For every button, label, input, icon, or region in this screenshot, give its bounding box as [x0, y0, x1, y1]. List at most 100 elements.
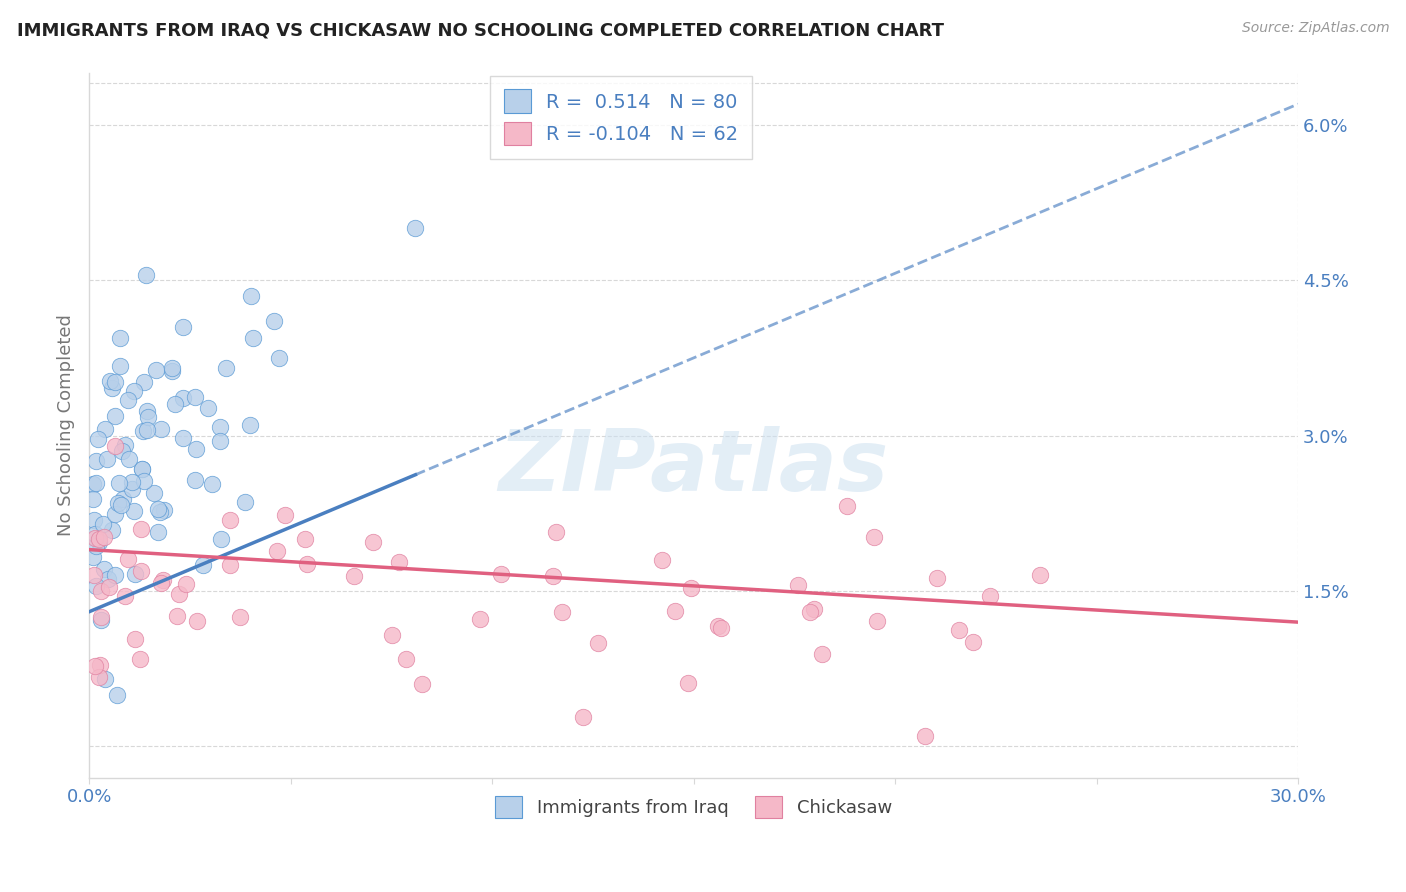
Point	[263, 313, 285, 327]
Point	[240, 289, 263, 303]
Point	[93, 422, 115, 436]
Point	[664, 604, 686, 618]
Point	[215, 360, 238, 375]
Point	[83, 568, 105, 582]
Point	[411, 677, 433, 691]
Point	[108, 331, 131, 345]
Point	[104, 409, 127, 424]
Point	[184, 442, 207, 457]
Point	[218, 558, 240, 572]
Point	[87, 432, 110, 446]
Text: ZIPatlas: ZIPatlas	[499, 426, 889, 509]
Point	[103, 507, 125, 521]
Point	[83, 513, 105, 527]
Point	[166, 609, 188, 624]
Point	[197, 401, 219, 416]
Point	[84, 527, 107, 541]
Point	[108, 359, 131, 374]
Point	[174, 576, 197, 591]
Point	[167, 587, 190, 601]
Point	[394, 651, 416, 665]
Point	[208, 420, 231, 434]
Point	[84, 659, 107, 673]
Point	[110, 499, 132, 513]
Point	[201, 476, 224, 491]
Point	[294, 532, 316, 546]
Point	[219, 513, 242, 527]
Point	[172, 320, 194, 334]
Point	[132, 474, 155, 488]
Point	[131, 564, 153, 578]
Point	[242, 331, 264, 345]
Point	[136, 404, 159, 418]
Point	[962, 634, 984, 648]
Point	[136, 423, 159, 437]
Point	[404, 221, 426, 235]
Legend: Immigrants from Iraq, Chickasaw: Immigrants from Iraq, Chickasaw	[488, 789, 900, 825]
Point	[98, 374, 121, 388]
Point	[129, 522, 152, 536]
Point	[93, 530, 115, 544]
Point	[160, 360, 183, 375]
Point	[122, 503, 145, 517]
Point	[172, 431, 194, 445]
Point	[266, 544, 288, 558]
Point	[799, 605, 821, 619]
Point	[676, 675, 699, 690]
Point	[87, 532, 110, 546]
Point	[121, 475, 143, 490]
Point	[96, 452, 118, 467]
Point	[835, 499, 858, 513]
Point	[82, 549, 104, 564]
Point	[111, 444, 134, 458]
Point	[787, 578, 810, 592]
Point	[233, 495, 256, 509]
Point	[381, 628, 404, 642]
Point	[361, 535, 384, 549]
Point	[107, 495, 129, 509]
Y-axis label: No Schooling Completed: No Schooling Completed	[58, 314, 75, 536]
Point	[107, 476, 129, 491]
Point	[104, 439, 127, 453]
Point	[651, 552, 673, 566]
Point	[82, 491, 104, 506]
Point	[84, 476, 107, 491]
Point	[146, 501, 169, 516]
Point	[811, 647, 834, 661]
Text: IMMIGRANTS FROM IRAQ VS CHICKASAW NO SCHOOLING COMPLETED CORRELATION CHART: IMMIGRANTS FROM IRAQ VS CHICKASAW NO SCH…	[17, 21, 943, 39]
Point	[93, 516, 115, 531]
Point	[149, 576, 172, 591]
Point	[149, 505, 172, 519]
Point	[707, 619, 730, 633]
Point	[273, 508, 295, 522]
Point	[101, 524, 124, 538]
Point	[124, 632, 146, 647]
Point	[93, 562, 115, 576]
Point	[131, 462, 153, 476]
Point	[89, 657, 111, 672]
Point	[914, 729, 936, 743]
Point	[114, 590, 136, 604]
Point	[105, 688, 128, 702]
Point	[267, 351, 290, 365]
Point	[121, 482, 143, 496]
Point	[134, 375, 156, 389]
Point	[209, 532, 232, 546]
Point	[135, 268, 157, 283]
Point	[93, 672, 115, 686]
Point	[295, 558, 318, 572]
Point	[239, 417, 262, 432]
Point	[128, 652, 150, 666]
Point	[342, 569, 364, 583]
Point	[118, 451, 141, 466]
Point	[132, 424, 155, 438]
Point	[114, 438, 136, 452]
Point	[388, 555, 411, 569]
Point	[925, 571, 948, 585]
Point	[111, 492, 134, 507]
Point	[541, 568, 564, 582]
Point	[544, 524, 567, 539]
Point	[153, 502, 176, 516]
Point	[184, 473, 207, 487]
Point	[90, 613, 112, 627]
